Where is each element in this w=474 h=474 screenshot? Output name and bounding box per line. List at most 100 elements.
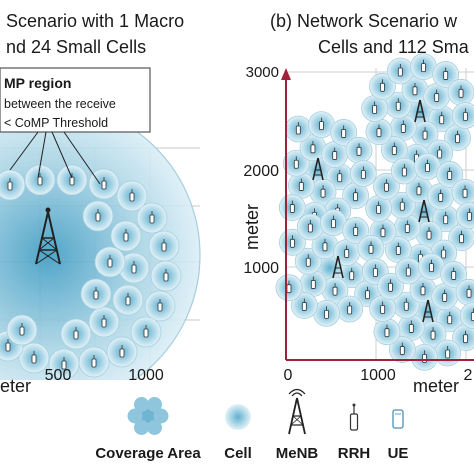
legend-menb: MeNB bbox=[276, 445, 319, 462]
rrh-icon bbox=[143, 325, 149, 338]
panel-b: (b) Network Scenario w Cells and 112 Sma… bbox=[242, 11, 474, 396]
rrh-icon bbox=[310, 140, 316, 154]
rrh-icon bbox=[442, 289, 448, 302]
rrh-icon bbox=[429, 259, 434, 273]
rrh-icon bbox=[422, 127, 428, 140]
rrh-icon bbox=[319, 117, 324, 131]
rrh-icon bbox=[399, 198, 405, 211]
rrh-icon bbox=[376, 124, 382, 138]
panel-b-xtick-0: 0 bbox=[284, 367, 293, 384]
rrh-icon bbox=[95, 209, 101, 222]
rrh-icon bbox=[347, 302, 353, 315]
rrh-icon bbox=[384, 179, 389, 192]
rrh-icon bbox=[301, 298, 307, 311]
rrh-icon bbox=[447, 167, 453, 180]
tower-icon bbox=[288, 388, 306, 435]
rrh-icon bbox=[289, 200, 295, 213]
rrh-icon bbox=[372, 264, 378, 277]
rrh-icon bbox=[397, 63, 403, 77]
panel-b-title-line1: (b) Network Scenario w bbox=[270, 11, 458, 31]
comp-region-callout: MP region between the receive < CoMP Thr… bbox=[0, 67, 151, 185]
panel-a-title-line2: nd 24 Small Cells bbox=[6, 37, 146, 57]
panel-a-xtick-1000: 1000 bbox=[128, 367, 164, 384]
panel-b-ytick-1000: 1000 bbox=[243, 260, 279, 277]
panel-a-small-cells bbox=[0, 164, 182, 380]
rrh-icon bbox=[416, 182, 422, 196]
rrh-icon bbox=[322, 238, 328, 252]
rrh-icon bbox=[332, 283, 338, 296]
rrh-icon bbox=[404, 220, 410, 233]
panel-b-xtick-1000: 1000 bbox=[360, 367, 396, 384]
rrh-icon bbox=[290, 235, 295, 248]
panel-b-xtick-2: 2 bbox=[464, 367, 473, 384]
rrh-icon bbox=[5, 339, 11, 352]
legend-cell: Cell bbox=[224, 445, 252, 462]
rrh-icon bbox=[400, 120, 406, 133]
rrh-icon bbox=[388, 279, 393, 292]
rrh-icon bbox=[412, 82, 418, 96]
rrh-icon bbox=[298, 178, 304, 191]
legend: Coverage Area Cell MeNB RRH UE bbox=[95, 388, 409, 462]
rrh-icon bbox=[368, 241, 374, 254]
rrh-icon bbox=[380, 301, 386, 314]
rrh-icon bbox=[466, 208, 472, 221]
rrh-icon bbox=[163, 269, 169, 282]
callout-line1: between the receive bbox=[4, 97, 116, 111]
rrh-icon bbox=[391, 142, 397, 155]
panel-b-small-cells bbox=[275, 53, 474, 371]
tower-icon bbox=[312, 157, 324, 181]
panel-b-ylabel: meter bbox=[242, 204, 262, 250]
coverage-area-symbol bbox=[127, 397, 169, 435]
tower-icon bbox=[332, 255, 344, 279]
rrh-icon bbox=[434, 89, 440, 102]
rrh-icon bbox=[438, 189, 444, 202]
tower-icon bbox=[422, 299, 434, 323]
rrh-icon bbox=[131, 261, 137, 274]
rrh-icon bbox=[408, 320, 414, 333]
rrh-icon bbox=[365, 286, 370, 300]
rrh-icon bbox=[455, 130, 460, 144]
legend-ue: UE bbox=[388, 445, 409, 462]
rrh-icon bbox=[405, 263, 411, 277]
rrh-icon bbox=[395, 242, 401, 255]
rrh-icon bbox=[293, 156, 299, 169]
rrh-icon bbox=[119, 345, 125, 358]
tower-icon bbox=[35, 207, 61, 265]
rrh-icon bbox=[107, 255, 113, 268]
rrh-icon bbox=[447, 311, 453, 325]
rrh-icon bbox=[443, 211, 449, 225]
panel-a-title-line1: Scenario with 1 Macro bbox=[6, 11, 184, 31]
rrh-icon bbox=[7, 178, 13, 191]
rrh-icon bbox=[421, 59, 426, 73]
rrh-icon bbox=[337, 169, 343, 183]
rrh-icon bbox=[403, 298, 409, 311]
rrh-icon bbox=[441, 246, 447, 259]
rrh-icon bbox=[307, 219, 313, 233]
rrh-icon bbox=[324, 306, 329, 319]
rrh-icon bbox=[344, 245, 350, 258]
panel-b-ytick-3000: 3000 bbox=[246, 64, 279, 81]
rrh-icon bbox=[149, 211, 155, 224]
panel-b-xlabel: meter bbox=[413, 376, 459, 396]
panel-b-title-line2: Cells and 112 Sma bbox=[318, 37, 470, 57]
rrh-icon bbox=[399, 342, 405, 355]
rrh-icon bbox=[380, 224, 386, 238]
rrh-icon bbox=[376, 201, 382, 214]
rrh-icon bbox=[459, 230, 464, 244]
rrh-icon bbox=[129, 189, 135, 202]
rrh-icon bbox=[437, 146, 443, 159]
rrh-icon bbox=[384, 324, 390, 338]
rrh-icon bbox=[395, 98, 401, 111]
panel-a-xlabel: eter bbox=[0, 376, 31, 396]
rrh-icon bbox=[463, 330, 468, 344]
rrh-icon bbox=[430, 327, 436, 340]
callout-line2: < CoMP Threshold bbox=[4, 116, 108, 130]
rrh-icon bbox=[157, 299, 163, 312]
rrh-icon bbox=[73, 327, 79, 340]
tower-icon bbox=[414, 99, 426, 123]
small-cell bbox=[0, 169, 26, 201]
rrh-icon bbox=[372, 101, 378, 114]
rrh-icon bbox=[462, 108, 468, 121]
rrh-icon bbox=[341, 125, 347, 138]
